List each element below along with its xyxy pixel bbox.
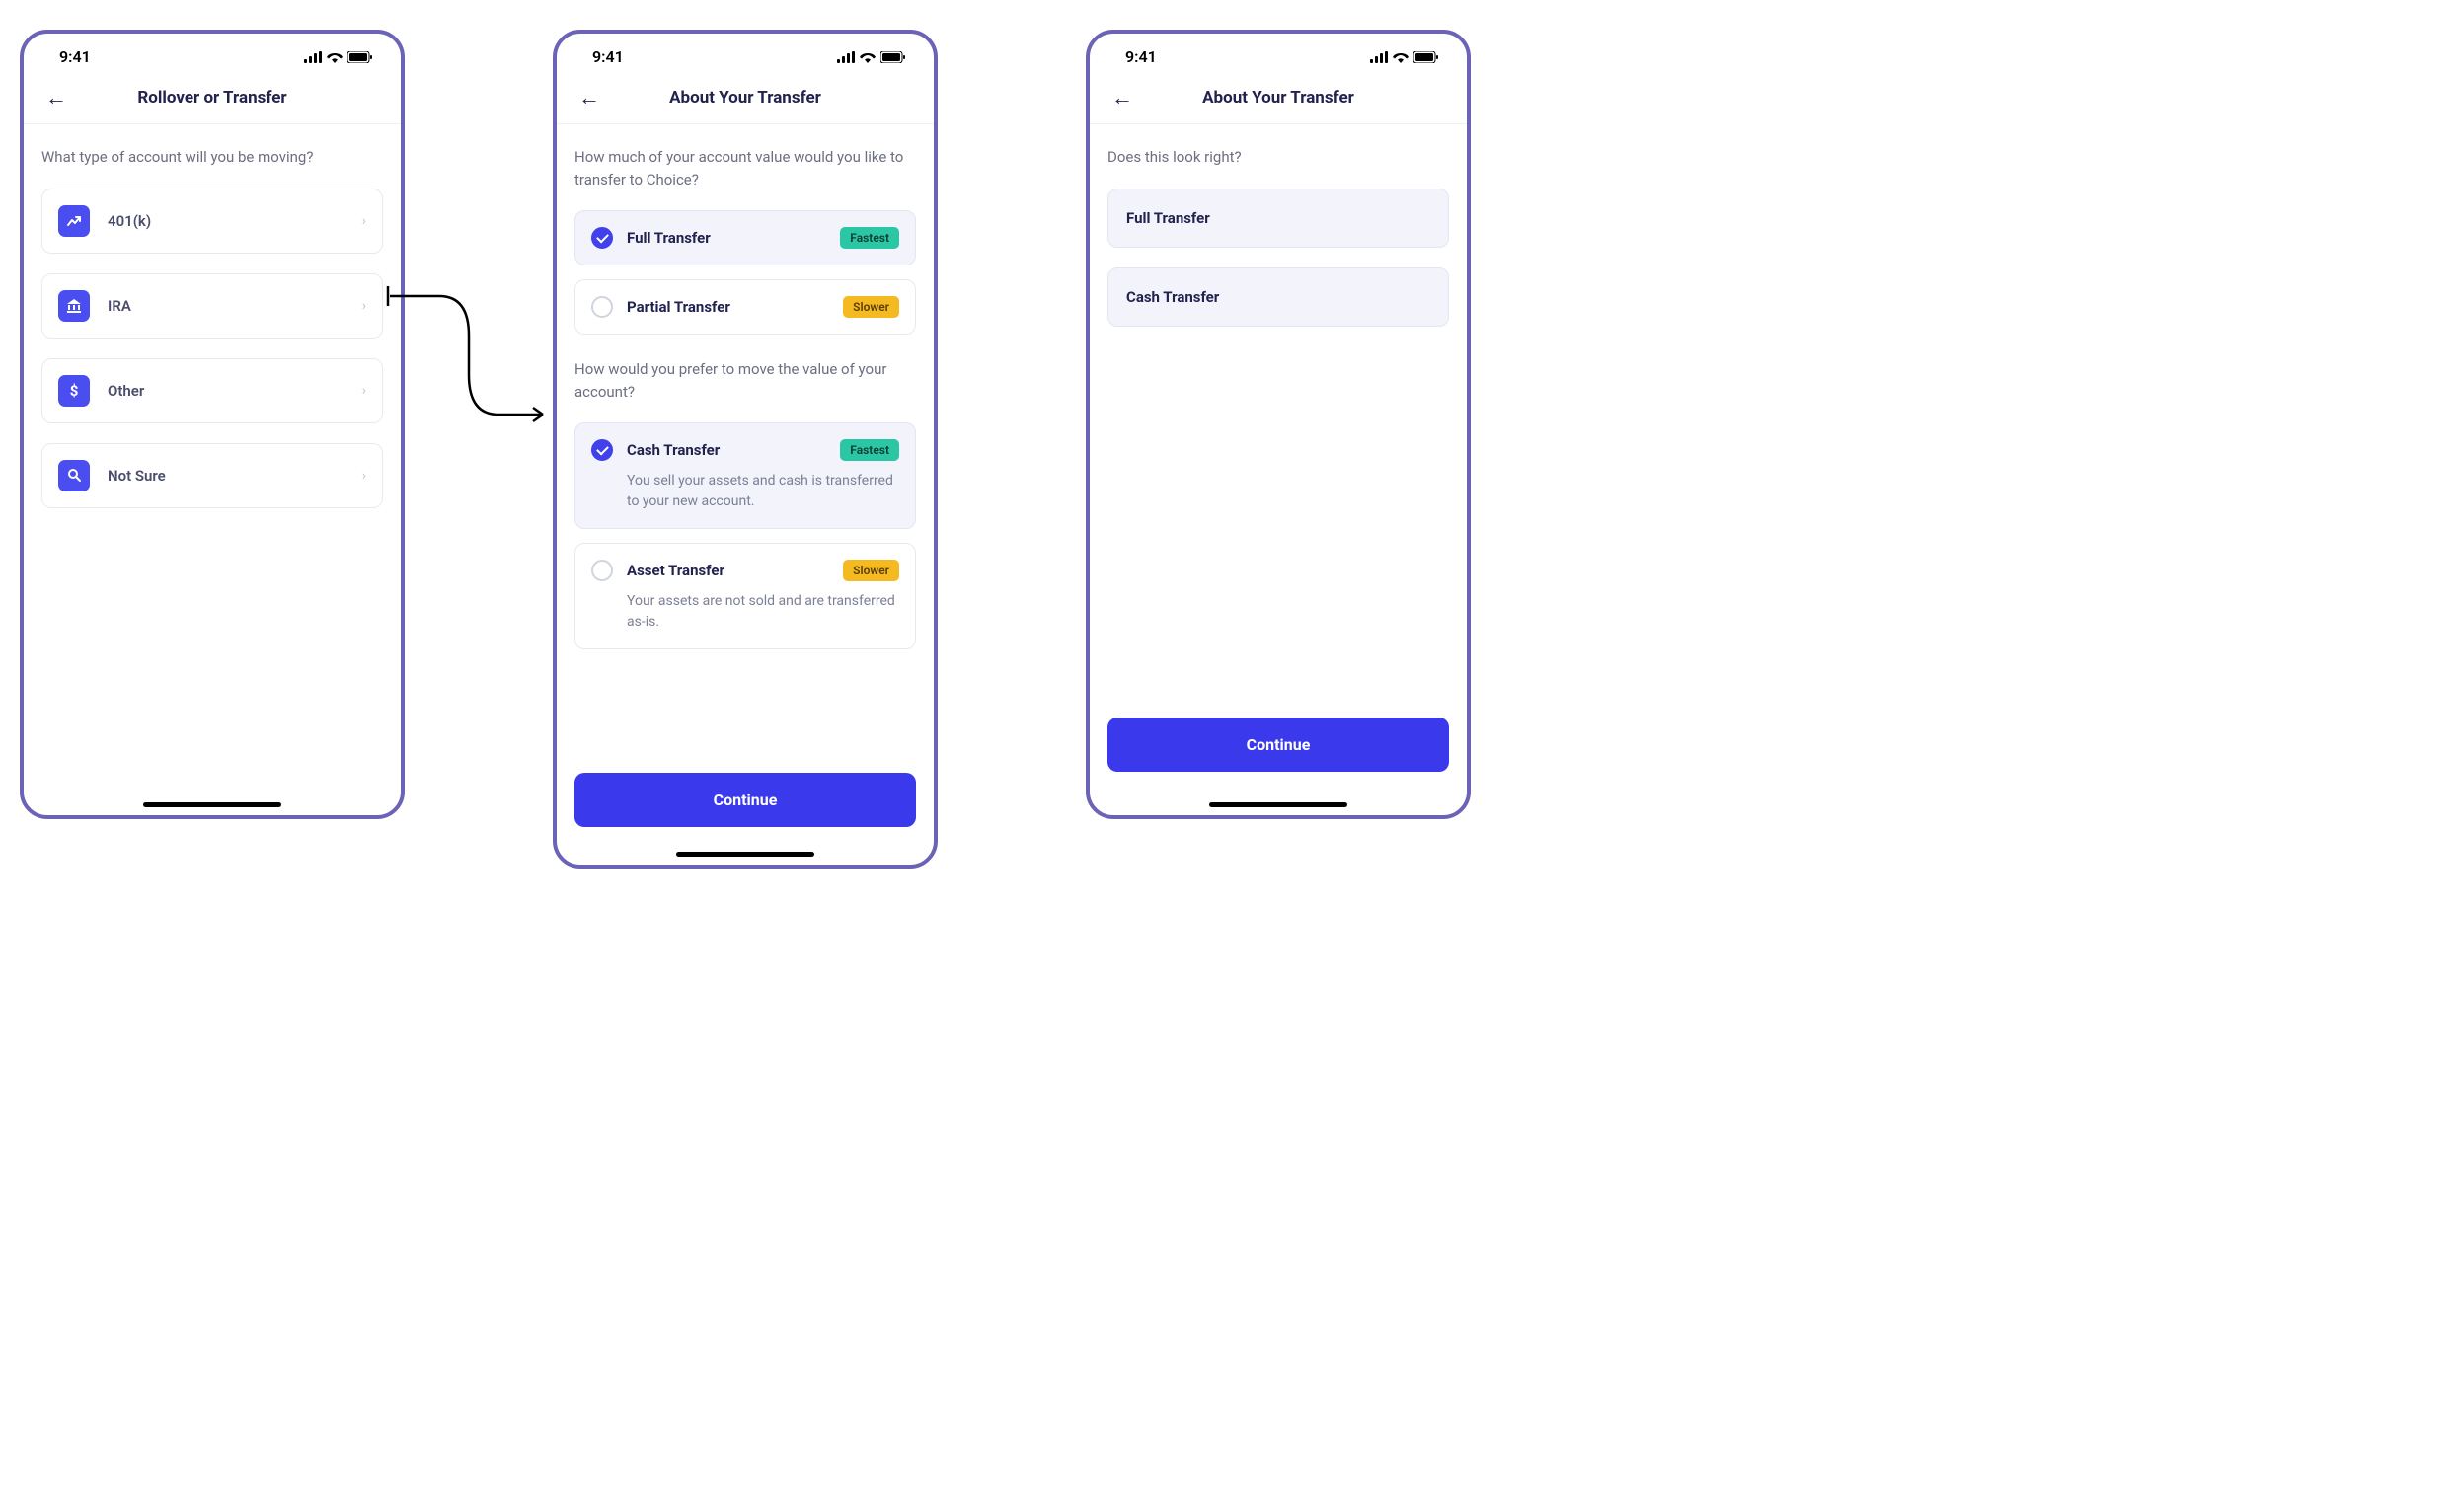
wifi-icon: [327, 51, 343, 63]
battery-icon: [1413, 51, 1439, 63]
question-text: How would you prefer to move the value o…: [574, 358, 916, 403]
option-label: Cash Transfer: [627, 441, 826, 459]
wifi-icon: [860, 51, 876, 63]
trend-icon: [58, 205, 90, 237]
option-asset-transfer[interactable]: Asset Transfer Slower Your assets are no…: [574, 543, 916, 649]
status-bar: 9:41: [557, 34, 934, 74]
option-not-sure[interactable]: Not Sure ›: [41, 443, 383, 508]
cellular-icon: [837, 51, 855, 63]
summary-full-transfer[interactable]: Full Transfer: [1107, 189, 1449, 248]
option-label: Asset Transfer: [627, 562, 829, 579]
screen-content: How much of your account value would you…: [557, 124, 934, 685]
bank-icon: [58, 290, 90, 322]
button-label: Continue: [1247, 735, 1311, 754]
phone-screen-1: 9:41 ← Rollover or Transfer What type of…: [20, 30, 405, 819]
page-title: Rollover or Transfer: [41, 88, 383, 108]
option-label: Not Sure: [108, 467, 362, 485]
option-label: 401(k): [108, 212, 362, 230]
status-icons: [1370, 51, 1439, 63]
page-title: About Your Transfer: [574, 88, 916, 108]
phone-screen-3: 9:41 ← About Your Transfer Does this loo…: [1086, 30, 1471, 819]
status-bar: 9:41: [24, 34, 401, 74]
back-arrow-icon[interactable]: ←: [1111, 85, 1133, 111]
battery-icon: [347, 51, 373, 63]
continue-button[interactable]: Continue: [1107, 718, 1449, 772]
home-indicator: [1209, 802, 1347, 807]
radio-unchecked-icon: [591, 296, 613, 318]
home-indicator: [676, 852, 814, 857]
status-bar: 9:41: [1090, 34, 1467, 74]
radio-checked-icon: [591, 439, 613, 461]
cellular-icon: [304, 51, 322, 63]
option-label: Other: [108, 382, 362, 400]
option-label: Full Transfer: [627, 229, 826, 247]
status-time: 9:41: [592, 47, 624, 66]
radio-unchecked-icon: [591, 560, 613, 581]
chevron-right-icon: ›: [362, 298, 366, 314]
dollar-icon: $: [58, 375, 90, 407]
speed-pill: Fastest: [840, 439, 899, 461]
wifi-icon: [1393, 51, 1409, 63]
option-cash-transfer[interactable]: Cash Transfer Fastest You sell your asse…: [574, 422, 916, 529]
header: ← About Your Transfer: [1090, 74, 1467, 124]
status-time: 9:41: [1125, 47, 1157, 66]
back-arrow-icon[interactable]: ←: [578, 85, 600, 111]
chevron-right-icon: ›: [362, 213, 366, 229]
question-text: How much of your account value would you…: [574, 146, 916, 190]
radio-checked-icon: [591, 227, 613, 249]
flow-connector-1: [385, 276, 553, 444]
chevron-right-icon: ›: [362, 383, 366, 399]
summary-label: Cash Transfer: [1126, 288, 1219, 306]
header: ← About Your Transfer: [557, 74, 934, 124]
summary-label: Full Transfer: [1126, 209, 1210, 227]
screen-content: Does this look right? Full Transfer Cash…: [1090, 124, 1467, 368]
option-401k[interactable]: 401(k) ›: [41, 189, 383, 254]
option-description: You sell your assets and cash is transfe…: [627, 471, 899, 512]
button-label: Continue: [714, 791, 778, 809]
option-ira[interactable]: IRA ›: [41, 273, 383, 339]
option-label: IRA: [108, 297, 362, 315]
status-icons: [837, 51, 906, 63]
option-description: Your assets are not sold and are transfe…: [627, 591, 899, 633]
speed-pill: Slower: [843, 560, 899, 581]
option-partial-transfer[interactable]: Partial Transfer Slower: [574, 279, 916, 335]
phone-screen-2: 9:41 ← About Your Transfer How much of y…: [553, 30, 938, 869]
summary-cash-transfer[interactable]: Cash Transfer: [1107, 267, 1449, 327]
speed-pill: Slower: [843, 296, 899, 318]
option-label: Partial Transfer: [627, 298, 829, 316]
question-text: Does this look right?: [1107, 146, 1449, 169]
speed-pill: Fastest: [840, 227, 899, 249]
cellular-icon: [1370, 51, 1388, 63]
chevron-right-icon: ›: [362, 468, 366, 484]
screen-content: What type of account will you be moving?…: [24, 124, 401, 550]
status-icons: [304, 51, 373, 63]
option-full-transfer[interactable]: Full Transfer Fastest: [574, 210, 916, 265]
status-time: 9:41: [59, 47, 91, 66]
battery-icon: [880, 51, 906, 63]
option-other[interactable]: $ Other ›: [41, 358, 383, 423]
search-icon: [58, 460, 90, 491]
continue-button[interactable]: Continue: [574, 773, 916, 827]
home-indicator: [143, 802, 281, 807]
question-text: What type of account will you be moving?: [41, 146, 383, 169]
back-arrow-icon[interactable]: ←: [45, 85, 67, 111]
page-title: About Your Transfer: [1107, 88, 1449, 108]
header: ← Rollover or Transfer: [24, 74, 401, 124]
